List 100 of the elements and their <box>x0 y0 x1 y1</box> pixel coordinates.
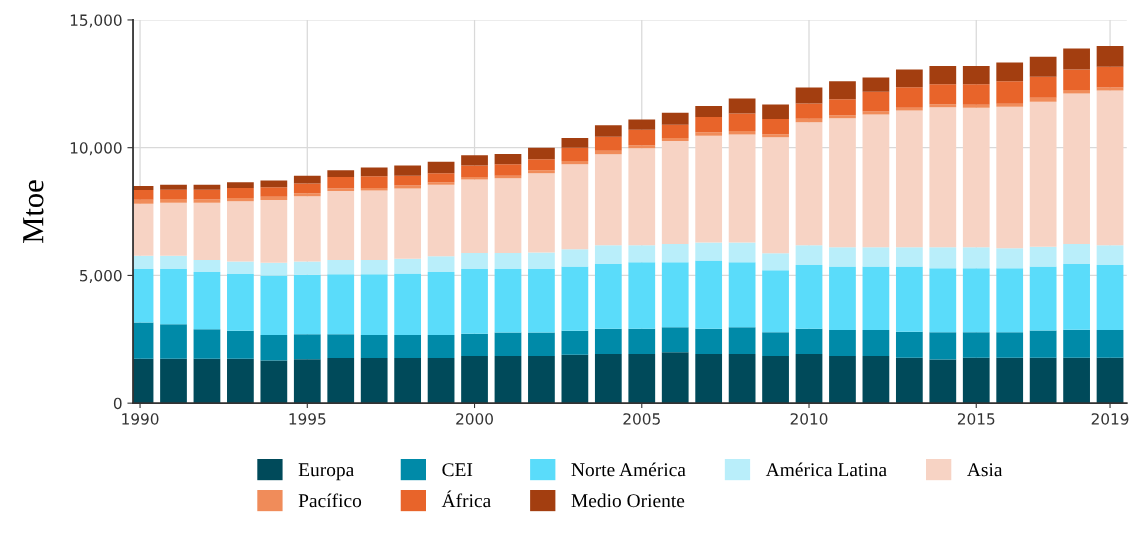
bar <box>427 182 455 185</box>
legend-label: Asia <box>967 463 1003 477</box>
bar <box>1029 76 1057 98</box>
bar <box>1063 263 1090 330</box>
bar <box>762 104 789 120</box>
bar <box>895 110 923 248</box>
bar <box>628 119 656 130</box>
legend-label: Pacífico <box>298 493 362 508</box>
bar <box>360 167 388 177</box>
bar <box>494 269 522 333</box>
bar <box>1096 330 1124 358</box>
bar <box>461 355 488 404</box>
bar <box>160 269 187 325</box>
bar <box>929 359 957 404</box>
bar <box>728 327 756 355</box>
bar <box>561 266 589 331</box>
bar <box>661 141 689 244</box>
bar <box>762 253 789 271</box>
bar <box>996 332 1024 358</box>
bar <box>594 136 622 151</box>
bar <box>962 84 990 105</box>
bar <box>728 262 756 328</box>
bar <box>829 99 856 116</box>
bar <box>494 164 522 176</box>
x-tick-label: 1990 <box>122 413 159 425</box>
bar <box>160 255 187 270</box>
bar <box>829 118 856 248</box>
bar <box>1063 69 1090 90</box>
bar <box>996 106 1024 249</box>
bar <box>260 275 288 335</box>
bar <box>1063 329 1090 358</box>
bar <box>494 154 522 165</box>
bar <box>160 189 187 200</box>
bar <box>160 324 187 359</box>
bar <box>528 355 555 404</box>
bar <box>594 125 622 137</box>
bar <box>962 247 990 269</box>
bar <box>661 112 689 125</box>
bar <box>1029 56 1057 77</box>
bar <box>829 330 856 356</box>
bar <box>260 200 288 263</box>
bar <box>1096 245 1124 265</box>
legend-label: Norte América <box>571 462 686 477</box>
bar <box>260 187 288 197</box>
bar <box>227 330 254 359</box>
bar <box>394 188 422 259</box>
bar <box>862 77 890 92</box>
bar <box>227 358 254 404</box>
bar <box>962 357 990 404</box>
legend-label: CEI <box>442 463 473 477</box>
bar <box>260 360 288 404</box>
bar <box>996 62 1024 82</box>
bar <box>628 245 656 263</box>
bar <box>962 332 990 358</box>
bar <box>327 357 355 404</box>
bar <box>895 357 923 404</box>
bar <box>427 272 455 335</box>
bar <box>160 202 187 256</box>
bar <box>528 159 555 171</box>
bar <box>561 354 589 404</box>
bar <box>461 333 488 356</box>
bar <box>695 260 723 329</box>
bar <box>762 332 789 356</box>
bar <box>1029 97 1057 102</box>
bar <box>1096 264 1124 331</box>
bar <box>895 266 923 332</box>
bar <box>929 107 957 248</box>
bar <box>193 358 221 404</box>
bar <box>193 272 221 330</box>
bar <box>561 147 589 161</box>
bar <box>528 147 555 160</box>
bar <box>929 332 957 360</box>
bar <box>461 179 488 253</box>
bar <box>594 154 622 246</box>
bar <box>260 262 288 276</box>
bar <box>293 274 321 335</box>
bar <box>795 122 823 246</box>
bar <box>227 182 254 189</box>
bar <box>594 328 622 355</box>
bar <box>795 245 823 265</box>
bar <box>695 242 723 261</box>
bar <box>227 261 254 274</box>
bar <box>829 266 856 331</box>
bar <box>795 103 823 119</box>
bar <box>494 252 522 270</box>
bar <box>1096 46 1124 67</box>
bar <box>1063 89 1090 94</box>
bar <box>762 270 789 333</box>
bar <box>661 244 689 263</box>
bar <box>762 355 789 404</box>
bar <box>862 355 890 404</box>
y-tick-label: 10,000 <box>70 142 122 156</box>
bar <box>962 107 990 248</box>
bar <box>394 185 422 189</box>
bar <box>494 332 522 356</box>
bar <box>1096 90 1124 246</box>
bar <box>661 124 689 138</box>
bar <box>360 190 388 261</box>
bar <box>394 175 422 186</box>
bar <box>661 137 689 142</box>
